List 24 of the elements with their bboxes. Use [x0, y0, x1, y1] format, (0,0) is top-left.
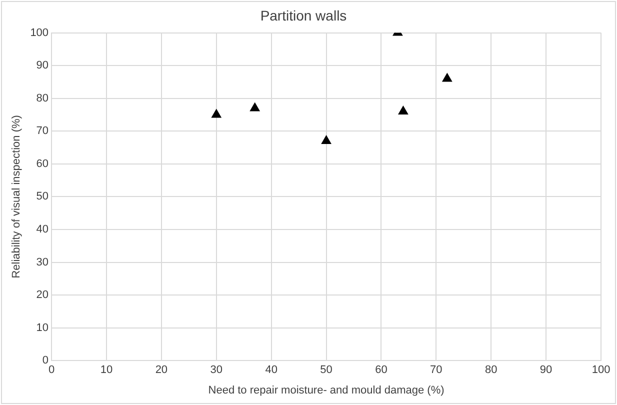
y-tick-label: 50 — [36, 190, 49, 203]
x-tick-label: 50 — [320, 364, 332, 376]
x-tick-label: 90 — [540, 364, 552, 376]
x-tick-label: 100 — [592, 364, 610, 376]
x-tick-label: 70 — [430, 364, 442, 376]
y-tick-label: 70 — [36, 125, 49, 138]
y-tick-label: 40 — [36, 224, 49, 236]
y-tick-label: 90 — [36, 60, 49, 72]
x-tick-label: 10 — [100, 364, 113, 376]
x-tick-label: 20 — [155, 364, 168, 376]
y-tick-label: 20 — [36, 289, 49, 302]
x-axis-title: Need to repair moisture- and mould damage (%) — [208, 384, 444, 396]
y-tick-label: 60 — [36, 158, 49, 170]
chart-title: Partition walls — [260, 7, 347, 24]
x-tick-label: 40 — [265, 364, 278, 376]
y-tick-label: 0 — [42, 354, 49, 367]
y-tick-label: 30 — [36, 256, 49, 268]
x-tick-label: 30 — [210, 364, 223, 376]
y-tick-label: 100 — [30, 26, 49, 39]
y-tick-label: 80 — [36, 92, 49, 104]
y-tick-label: 10 — [36, 322, 49, 334]
x-tick-label: 80 — [484, 364, 498, 376]
x-tick-label: 60 — [375, 364, 388, 376]
y-axis-title: Reliability of visual inspection (%) — [10, 115, 23, 278]
